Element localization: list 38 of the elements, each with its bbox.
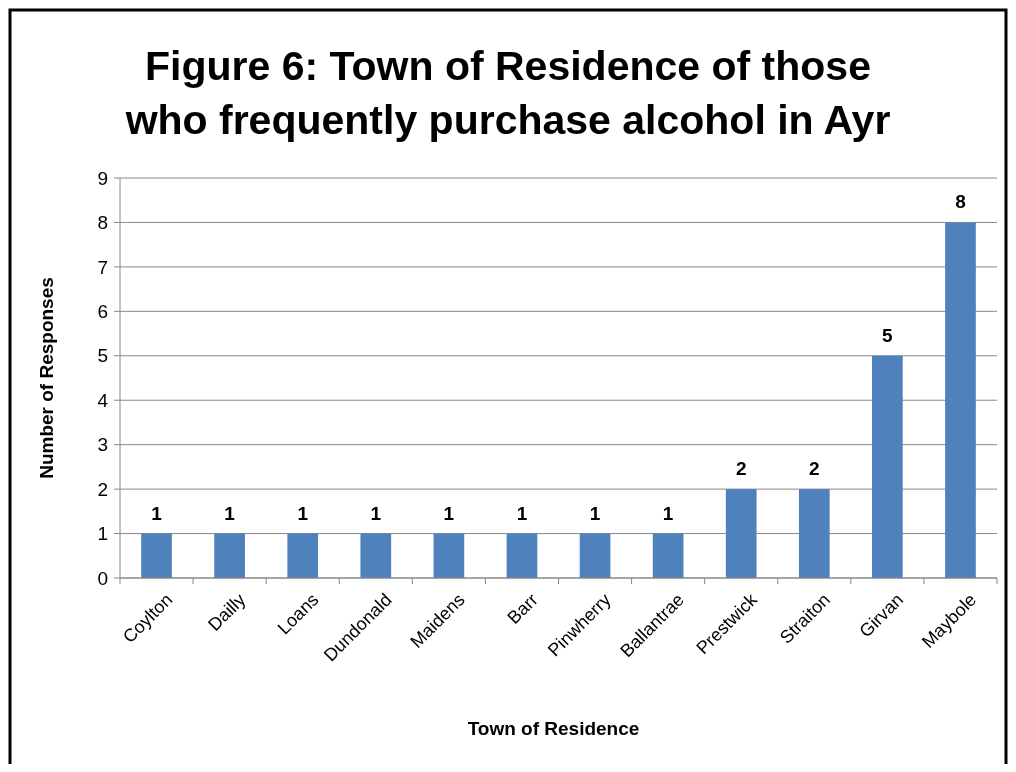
data-label: 1 <box>151 502 163 524</box>
data-label: 1 <box>443 502 455 524</box>
bar <box>652 533 684 578</box>
bar <box>579 533 611 578</box>
bar <box>945 222 976 578</box>
data-label: 1 <box>516 502 528 524</box>
y-axis-title: Number of Responses <box>36 277 57 479</box>
bar <box>141 533 172 578</box>
data-label: 1 <box>589 502 601 524</box>
data-label: 8 <box>955 191 966 213</box>
y-tick-label: 4 <box>97 389 109 411</box>
bar <box>725 489 757 578</box>
y-tick-label: 9 <box>97 167 108 189</box>
y-tick-label: 1 <box>97 523 108 545</box>
y-tick-label: 8 <box>97 212 108 234</box>
bar <box>360 533 392 578</box>
y-tick-label: 2 <box>97 478 108 500</box>
data-label: 5 <box>882 324 894 346</box>
y-tick-label: 6 <box>97 300 108 322</box>
x-axis-title: Town of Residence <box>467 718 640 739</box>
y-tick-label: 3 <box>97 434 108 456</box>
y-tick-label: 7 <box>97 256 108 278</box>
data-label: 1 <box>224 502 236 524</box>
bar <box>287 533 319 578</box>
data-label: 2 <box>735 458 747 480</box>
x-tick-label: Barr <box>503 589 542 628</box>
y-tick-label: 0 <box>97 567 108 589</box>
data-label: 1 <box>662 502 674 524</box>
bar <box>506 533 538 578</box>
data-label: 2 <box>809 458 820 480</box>
bar <box>433 533 465 578</box>
bar <box>798 489 830 578</box>
data-label: 1 <box>370 502 382 524</box>
chart-title: Figure 6: Town of Residence of those who frequently purchase alcohol in Ayr <box>124 43 891 143</box>
data-label: 1 <box>297 502 309 524</box>
bar <box>872 355 903 578</box>
y-tick-label: 5 <box>97 345 108 367</box>
bar <box>214 533 245 578</box>
